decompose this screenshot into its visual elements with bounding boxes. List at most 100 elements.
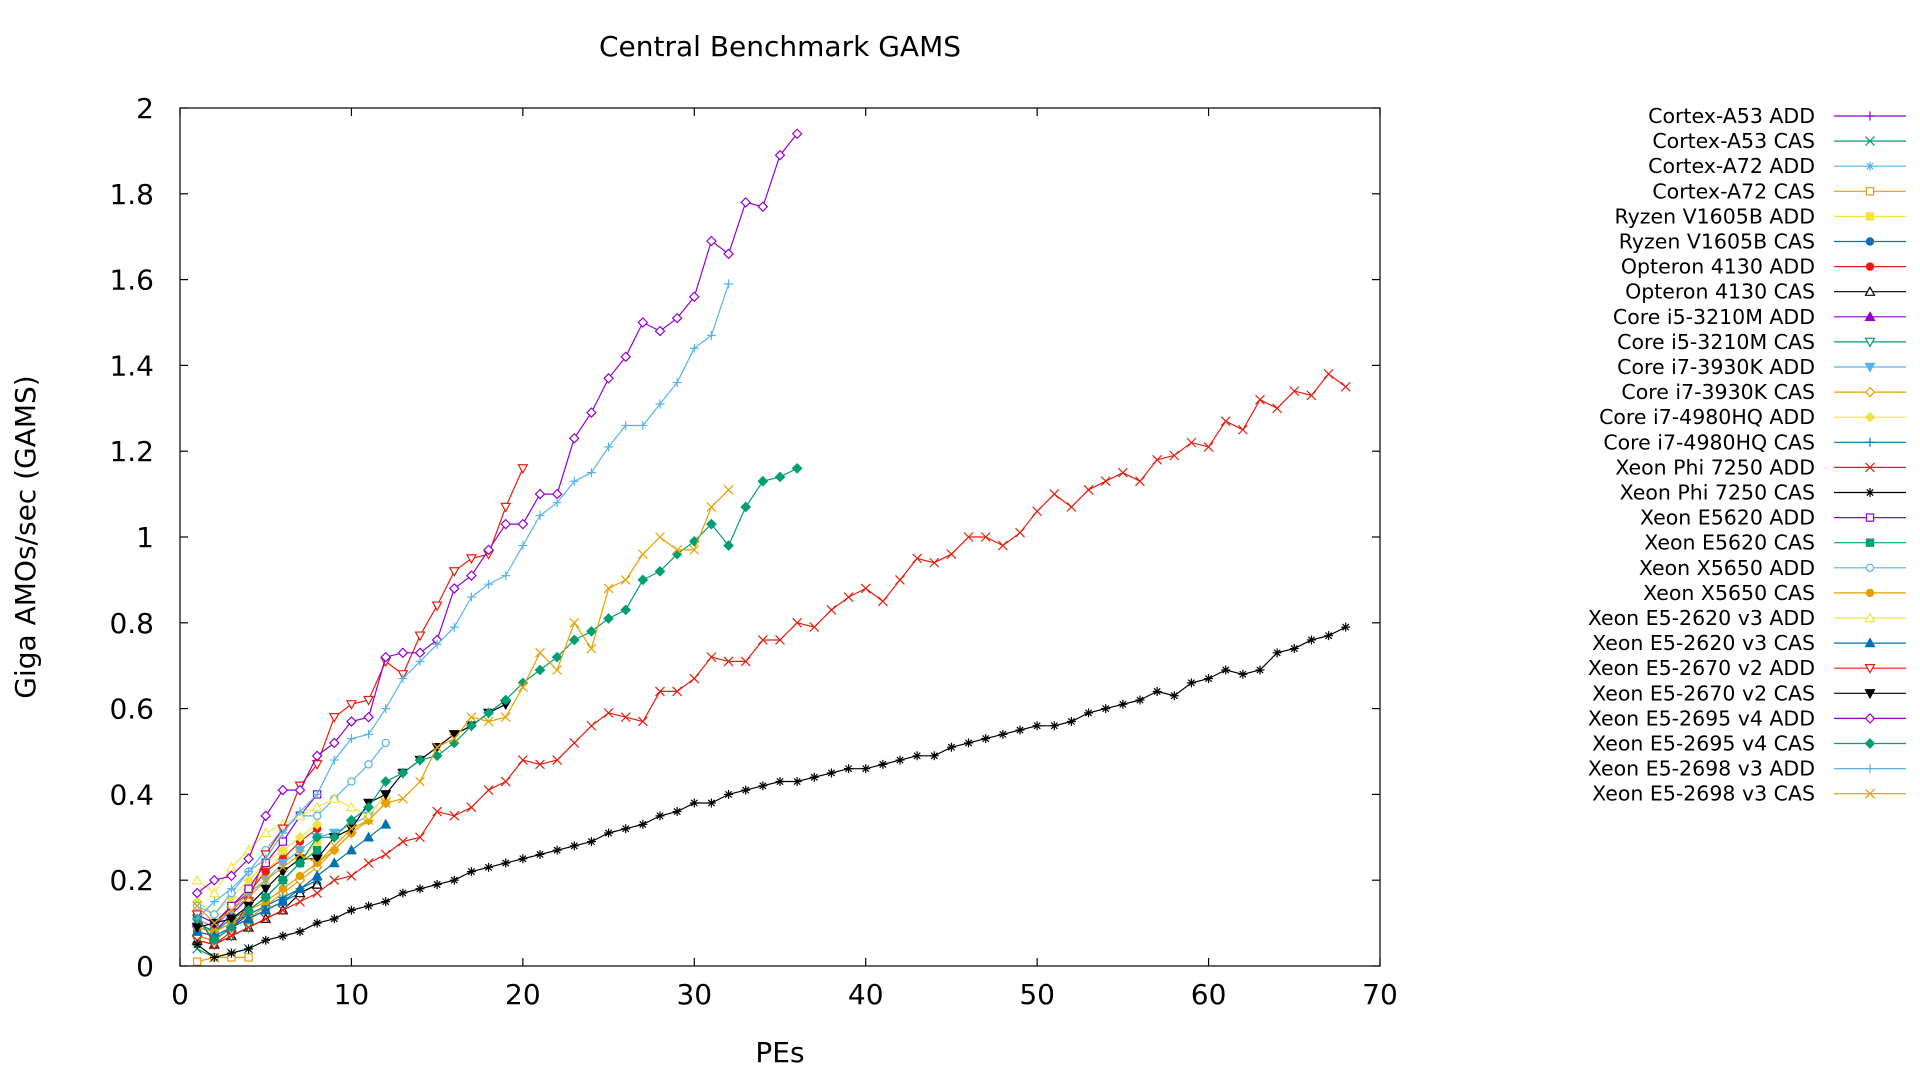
data-point	[1135, 695, 1145, 705]
legend-item: Cortex-A72 CAS	[1652, 179, 1906, 203]
data-point	[637, 549, 648, 560]
data-point	[209, 897, 219, 907]
data-point	[1306, 635, 1316, 645]
y-axis: 0 0.2 0.4 0.6 0.8 1 1.2 1.4 1.6 1.8 2	[109, 92, 1380, 983]
data-point	[963, 532, 974, 542]
series-line	[196, 823, 387, 937]
data-point	[363, 858, 374, 868]
data-point	[1049, 489, 1060, 500]
x-tick-label: 50	[1019, 978, 1055, 1011]
data-point	[551, 488, 563, 500]
data-point	[1100, 476, 1111, 487]
x-tick-label: 60	[1191, 978, 1227, 1011]
data-point	[295, 871, 305, 881]
data-point	[226, 905, 237, 916]
data-point	[260, 810, 272, 822]
data-point	[346, 870, 357, 881]
data-point	[415, 832, 425, 843]
data-point	[208, 874, 220, 886]
legend-label: Xeon E5620 CAS	[1644, 531, 1815, 555]
data-point	[724, 789, 734, 799]
data-point	[432, 742, 443, 753]
series-xeon-e5-2695-v4-cas	[191, 463, 803, 946]
data-point	[1237, 424, 1248, 435]
data-point	[569, 476, 579, 486]
data-point	[432, 879, 442, 889]
data-point	[791, 463, 803, 474]
data-point	[774, 471, 786, 483]
y-tick-label: 1.8	[109, 178, 154, 211]
data-point	[809, 622, 820, 633]
data-point	[552, 845, 562, 855]
data-point	[1049, 721, 1059, 731]
data-point	[278, 828, 288, 838]
data-point	[688, 535, 700, 547]
data-point	[414, 647, 426, 659]
data-point	[620, 574, 631, 585]
data-point	[346, 716, 357, 727]
legend-item: Opteron 4130 ADD	[1621, 255, 1906, 279]
y-tick-label: 0	[136, 950, 154, 983]
data-point	[517, 682, 528, 693]
legend-marker	[1865, 136, 1875, 147]
legend-label: Cortex-A53 CAS	[1652, 129, 1815, 153]
data-point	[260, 875, 271, 886]
series-xeon-e5-2698-v3-add	[192, 279, 734, 924]
legend-marker	[1864, 612, 1876, 623]
data-point	[603, 583, 614, 594]
data-point	[278, 931, 288, 941]
data-point	[363, 801, 374, 813]
series-xeon-phi-7250-add	[192, 369, 1351, 950]
data-point	[243, 892, 254, 903]
data-point	[723, 248, 734, 260]
data-point	[328, 857, 340, 868]
series-line	[196, 626, 1346, 959]
legend-marker	[1864, 285, 1876, 296]
data-point	[672, 686, 683, 697]
data-point	[723, 484, 734, 495]
data-point	[432, 639, 442, 649]
data-point	[1084, 708, 1094, 718]
data-point	[535, 849, 545, 859]
legend-marker	[1865, 187, 1875, 196]
data-point	[638, 420, 648, 430]
data-point	[1101, 704, 1111, 714]
legend-item: Core i5-3210M CAS	[1617, 330, 1906, 354]
data-point	[244, 884, 253, 893]
data-point	[912, 553, 923, 564]
data-point	[431, 601, 443, 612]
data-point	[208, 934, 220, 946]
legend-label: Core i5-3210M ADD	[1613, 305, 1815, 329]
y-tick-label: 1.4	[109, 349, 154, 382]
data-point	[706, 502, 717, 512]
data-point	[946, 742, 956, 752]
data-point	[243, 904, 254, 916]
data-point	[398, 674, 408, 684]
data-point	[654, 565, 666, 577]
data-point	[466, 802, 477, 813]
data-point	[621, 824, 631, 834]
data-point	[448, 567, 460, 578]
data-point	[1203, 441, 1214, 452]
series-line	[196, 283, 730, 920]
data-point	[465, 554, 477, 565]
data-point	[655, 399, 665, 409]
series-line	[196, 467, 798, 942]
data-point	[466, 712, 477, 723]
data-point	[397, 647, 409, 659]
legend-marker	[1864, 637, 1876, 648]
data-point	[981, 734, 991, 744]
data-point	[500, 502, 512, 513]
data-point	[483, 544, 494, 556]
data-point	[226, 922, 237, 933]
data-point	[843, 592, 854, 602]
data-point	[380, 849, 391, 860]
data-point	[483, 785, 494, 796]
data-point	[243, 922, 254, 933]
legend-marker	[1864, 738, 1876, 749]
data-point	[1066, 502, 1077, 512]
legend-item: Cortex-A53 CAS	[1652, 129, 1906, 153]
data-point	[1341, 622, 1351, 632]
legend-item: Xeon E5-2620 v3 ADD	[1588, 606, 1906, 630]
data-point	[757, 635, 768, 645]
